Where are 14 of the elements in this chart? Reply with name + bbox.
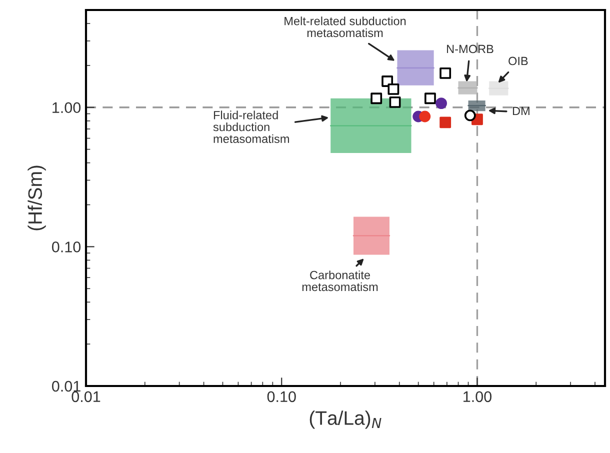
x-axis-title: (Ta/La)$_{N}$	[310, 410, 382, 429]
x-tick-label: 0.10	[267, 391, 296, 402]
annotation: Carbonatite metasomatism	[302, 270, 378, 292]
y-tick-label: 0.01	[52, 380, 80, 392]
annotation: DM	[512, 106, 530, 116]
annotation: Melt-related subduction metasomatism	[284, 16, 406, 38]
x-tick-label: 1.00	[464, 391, 492, 402]
y-tick-label: 1.00	[52, 102, 81, 114]
y-axis-title: (Hf/Sm)	[28, 166, 46, 230]
annotation: Fluid-related subduction metasomatism	[213, 110, 289, 144]
annotation: N-MORB	[447, 44, 494, 54]
x-tick-label: 0.01	[72, 391, 100, 402]
y-tick-label: 0.10	[52, 242, 81, 252]
annotation: OIB	[508, 56, 528, 66]
